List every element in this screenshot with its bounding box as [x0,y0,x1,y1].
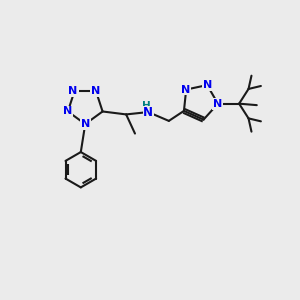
Text: N: N [213,99,223,109]
Text: N: N [143,106,153,119]
Text: H: H [142,100,151,111]
Text: N: N [202,80,212,90]
Text: N: N [81,119,90,129]
Text: N: N [181,85,190,94]
Text: N: N [68,86,78,96]
Text: N: N [63,106,73,116]
Text: N: N [91,86,101,96]
